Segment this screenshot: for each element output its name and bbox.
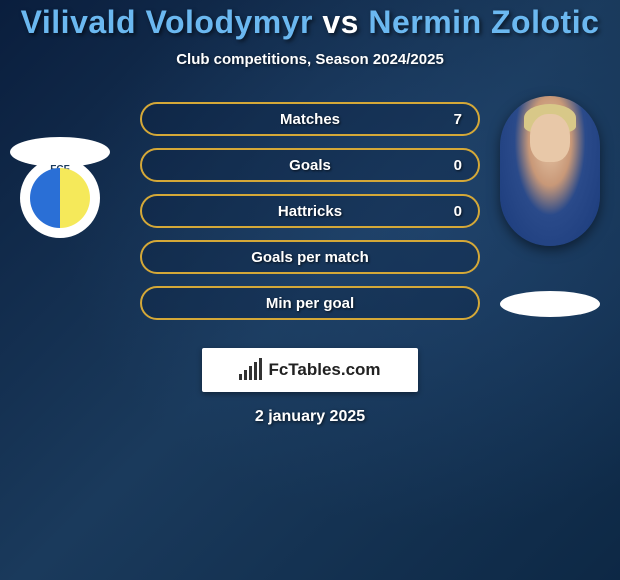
fctables-logo: FcTables.com	[202, 348, 418, 392]
comparison-title: Vilivald Volodymyr vs Nermin Zolotic	[0, 4, 620, 41]
stat-row-min-per-goal: Min per goal	[140, 286, 480, 320]
player2-avatar	[500, 96, 600, 246]
stats-container: Matches 7 Goals 0 Hattricks 0 Goals per …	[140, 102, 480, 332]
vs-text: vs	[313, 4, 368, 40]
date-text: 2 january 2025	[0, 408, 620, 426]
stat-value: 7	[454, 111, 462, 128]
player1-club-badge: FCF	[20, 158, 100, 238]
stat-row-matches: Matches 7	[140, 102, 480, 136]
stat-value: 0	[454, 203, 462, 220]
logo-text: FcTables.com	[268, 360, 380, 380]
stat-row-goals-per-match: Goals per match	[140, 240, 480, 274]
logo-bars-icon	[239, 360, 262, 380]
player1-name: Vilivald Volodymyr	[21, 4, 313, 40]
subtitle: Club competitions, Season 2024/2025	[0, 51, 620, 68]
stat-label: Goals per match	[251, 249, 369, 266]
player2-club-placeholder	[500, 291, 600, 317]
stat-label: Matches	[280, 111, 340, 128]
stat-row-hattricks: Hattricks 0	[140, 194, 480, 228]
player2-name: Nermin Zolotic	[368, 4, 599, 40]
stat-label: Hattricks	[278, 203, 342, 220]
stat-row-goals: Goals 0	[140, 148, 480, 182]
stat-label: Goals	[289, 157, 331, 174]
stat-label: Min per goal	[266, 295, 354, 312]
stat-value: 0	[454, 157, 462, 174]
